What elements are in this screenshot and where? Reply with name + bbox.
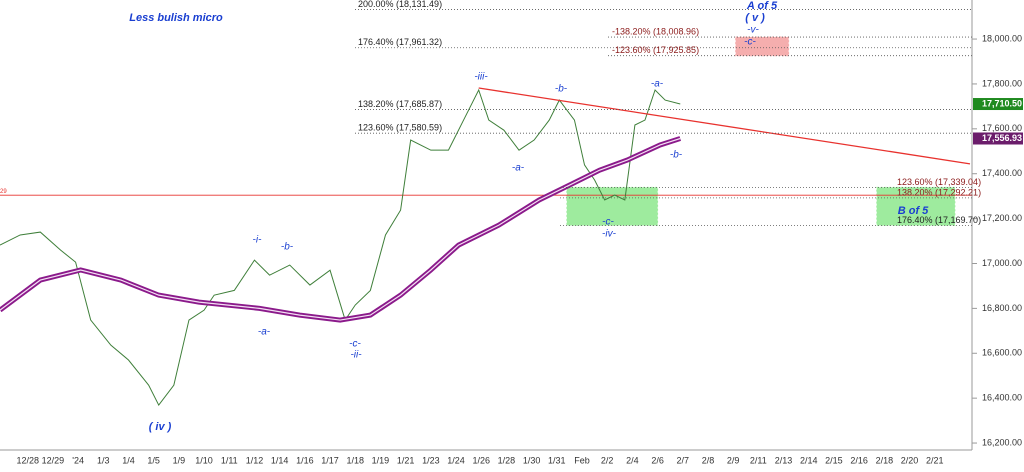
y-tick-label: 17,800.00 <box>982 78 1022 88</box>
x-tick-label: 1/24 <box>447 455 465 465</box>
x-tick-label: 2/9 <box>727 455 740 465</box>
x-tick-label: 2/8 <box>702 455 715 465</box>
y-tick-label: 16,200.00 <box>982 437 1022 447</box>
wave-label: -a- <box>651 79 664 90</box>
y-tick-label: 17,200.00 <box>982 213 1022 223</box>
x-tick-label: 1/11 <box>221 455 238 465</box>
fib-label: 200.00% (18,131.49) <box>358 0 442 9</box>
y-tick-label: 16,800.00 <box>982 303 1022 313</box>
y-tick-label: 17,600.00 <box>982 123 1022 133</box>
wave-label: ( iv ) <box>149 421 172 433</box>
wave-label: -c- <box>349 339 361 350</box>
wave-label: -i- <box>253 235 263 246</box>
x-tick-label: 2/13 <box>775 455 793 465</box>
y-tick-label: 16,400.00 <box>982 393 1022 403</box>
fib-label: 176.40% (17,169.70) <box>897 215 981 225</box>
reference-label: 17,304.29 <box>0 189 7 195</box>
wave-label: -c- <box>744 37 756 48</box>
x-tick-label: 12/28 <box>16 455 39 465</box>
fib-label: 123.60% (17,580.59) <box>358 123 442 133</box>
x-tick-label: 12/29 <box>42 455 65 465</box>
x-tick-label: 1/28 <box>498 455 516 465</box>
x-tick-label: 1/21 <box>397 455 415 465</box>
x-tick-label: 1/23 <box>422 455 440 465</box>
x-tick-label: 2/18 <box>876 455 894 465</box>
series-line <box>478 87 971 165</box>
x-tick-label: 1/9 <box>173 455 186 465</box>
x-tick-label: 2/20 <box>901 455 919 465</box>
zone <box>735 36 790 57</box>
x-tick-label: 1/31 <box>548 455 566 465</box>
plot-area <box>0 36 972 407</box>
x-tick-label: 1/4 <box>122 455 135 465</box>
wave-label: ( v ) <box>745 12 765 24</box>
y-tick-label: 17,400.00 <box>982 168 1022 178</box>
x-tick-label: '24 <box>72 455 84 465</box>
x-tick-label: 2/14 <box>800 455 818 465</box>
wave-label: -b- <box>555 84 568 95</box>
fib-label: 138.20% (17,685.87) <box>358 99 442 109</box>
x-tick-label: Feb <box>574 455 590 465</box>
fib-label: 123.60% (17,339.04) <box>897 177 981 187</box>
series-line <box>0 137 681 321</box>
fib-label: 138.20% (17,292.21) <box>897 187 981 197</box>
x-tick-label: 1/19 <box>372 455 390 465</box>
wave-label: B of 5 <box>898 205 929 217</box>
x-tick-label: 2/7 <box>677 455 690 465</box>
x-tick-label: 1/17 <box>321 455 339 465</box>
y-tick-label: 17,000.00 <box>982 258 1022 268</box>
series-line <box>0 88 681 407</box>
price-label-box <box>973 98 1023 111</box>
wave-label: -iv- <box>602 229 617 240</box>
x-tick-label: 1/30 <box>523 455 541 465</box>
x-tick-label: 1/3 <box>97 455 110 465</box>
price-label-box <box>973 132 1023 145</box>
wave-label: A of 5 <box>746 0 778 12</box>
x-tick-label: 2/6 <box>651 455 664 465</box>
x-tick-label: 2/2 <box>601 455 614 465</box>
fib-label: 176.40% (17,961.32) <box>358 37 442 47</box>
x-tick-label: 2/15 <box>825 455 843 465</box>
x-tick-label: 1/12 <box>246 455 264 465</box>
wave-label: -c- <box>602 217 614 228</box>
fib-label: -123.60% (17,925.85) <box>612 45 699 55</box>
price-label: 17,710.50 <box>982 98 1022 108</box>
fib-label: -138.20% (18,008.96) <box>612 26 699 36</box>
x-tick-label: 1/26 <box>472 455 490 465</box>
y-tick-label: 16,600.00 <box>982 348 1022 358</box>
chart-title: Less bulish micro <box>129 12 223 24</box>
x-tick-label: 2/4 <box>626 455 639 465</box>
wave-label: -b- <box>670 150 683 161</box>
wave-label: -b- <box>281 242 294 253</box>
wave-label: -a- <box>512 163 525 174</box>
wave-label: -a- <box>258 327 271 338</box>
x-tick-label: 1/10 <box>195 455 213 465</box>
x-tick-label: 1/5 <box>147 455 160 465</box>
wave-label: -v- <box>747 25 759 36</box>
x-tick-label: 1/18 <box>346 455 364 465</box>
x-tick-label: 1/14 <box>271 455 289 465</box>
y-tick-label: 18,000.00 <box>982 33 1022 43</box>
zone <box>876 186 956 226</box>
x-tick-label: 2/16 <box>850 455 868 465</box>
x-tick-label: 1/16 <box>296 455 314 465</box>
zone <box>566 186 659 226</box>
wave-label: -iii- <box>474 72 488 83</box>
wave-label: -ii- <box>350 350 362 361</box>
x-tick-label: 2/21 <box>926 455 944 465</box>
price-label: 17,556.93 <box>982 133 1022 143</box>
x-tick-label: 2/11 <box>750 455 767 465</box>
